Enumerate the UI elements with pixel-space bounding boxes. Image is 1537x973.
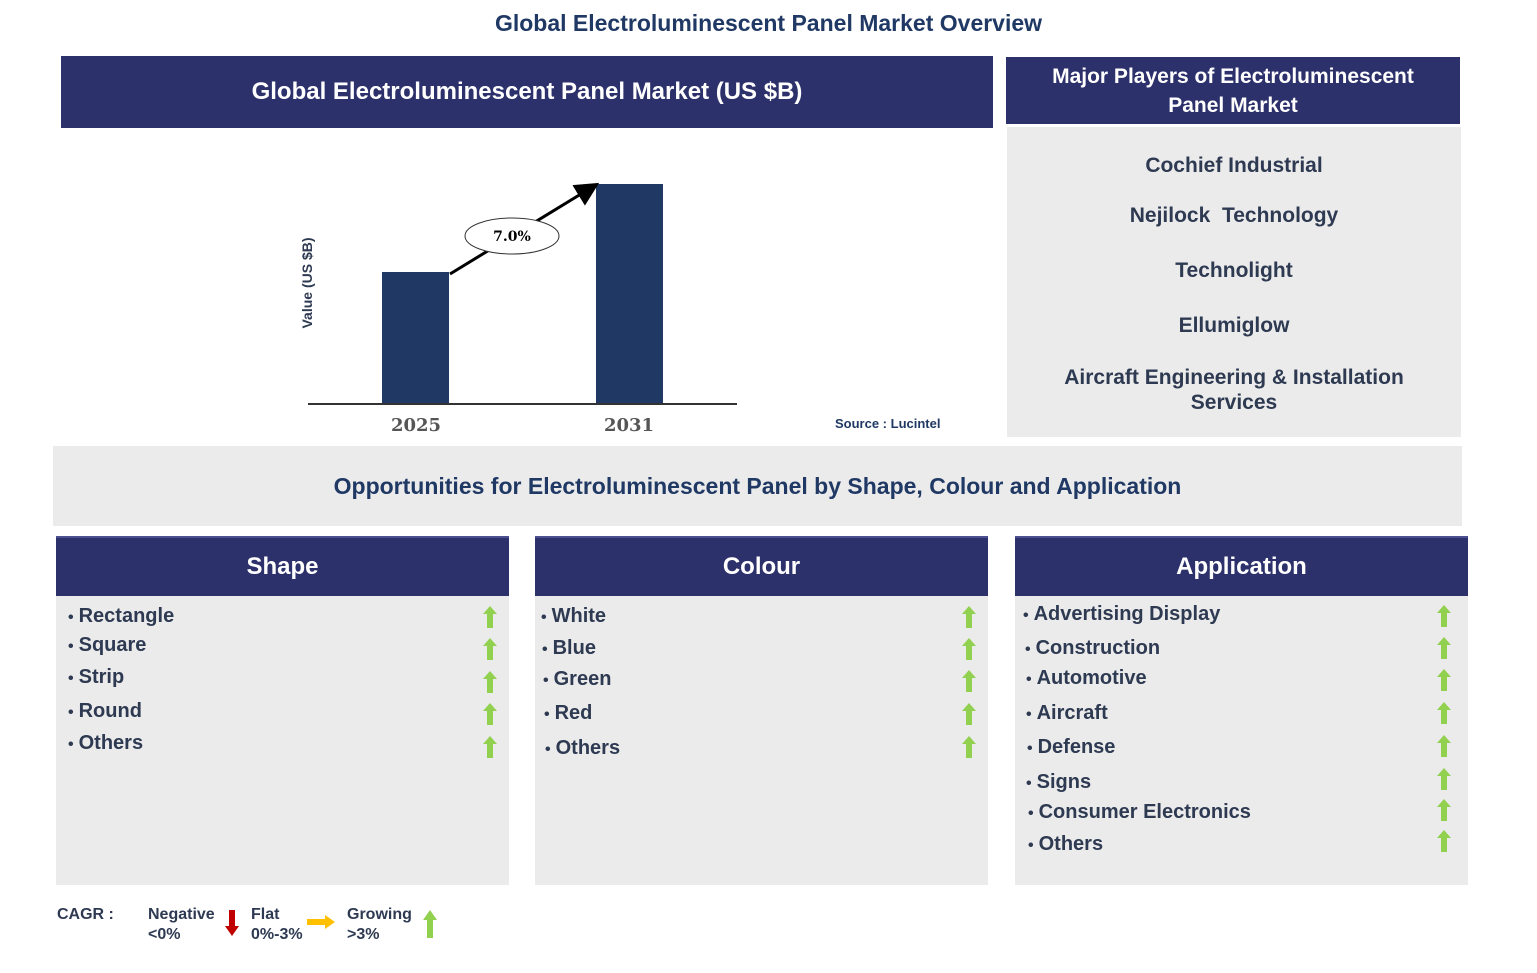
growing-arrow-icon: [1437, 605, 1451, 627]
growing-arrow-icon: [483, 736, 497, 758]
bar-2031: [596, 184, 663, 404]
players-title-line1: Major Players of Electroluminescent: [1052, 64, 1414, 88]
list-item: • Round: [68, 700, 142, 722]
list-item: • Defense: [1027, 736, 1116, 758]
list-item: • Red: [544, 702, 593, 724]
application-header: Application: [1015, 536, 1468, 596]
player-item: Ellumiglow: [1178, 314, 1290, 337]
growing-arrow-icon: [962, 670, 976, 692]
list-item: • Rectangle: [68, 605, 175, 627]
x-axis-line: [308, 403, 737, 405]
growing-arrow-icon: [962, 703, 976, 725]
growing-arrow-icon: [962, 638, 976, 660]
bar-2025: [382, 272, 449, 404]
flat-arrow-icon: [307, 915, 335, 929]
growing-arrow-icon: [483, 703, 497, 725]
list-item: • White: [541, 605, 607, 627]
market-chart: Value (US $B) 2025 2031 7.0%: [280, 170, 760, 440]
opportunities-title: Opportunities for Electroluminescent Pan…: [53, 446, 1462, 526]
colour-list: • White • Blue • Green • Red • Others: [535, 596, 988, 885]
players-list: Cochief Industrial Nejilock Technology T…: [1007, 127, 1461, 437]
page-title: Global Electroluminescent Panel Market O…: [494, 10, 1043, 36]
list-item: • Aircraft: [1026, 702, 1108, 724]
growing-arrow-icon: [483, 638, 497, 660]
legend-flat: Flat 0%-3%: [251, 906, 303, 943]
colour-header: Colour: [535, 536, 988, 596]
growing-arrow-icon: [1437, 799, 1451, 821]
growing-arrow-icon: [1437, 735, 1451, 757]
x-tick-2025: 2025: [390, 415, 442, 436]
growing-arrow-icon: [483, 671, 497, 693]
player-item: Cochief Industrial: [1145, 154, 1323, 177]
list-item: • Consumer Electronics: [1028, 801, 1251, 823]
growing-arrow-icon: [1437, 669, 1451, 691]
cagr-arrow-icon: [449, 182, 600, 276]
list-item: • Blue: [542, 637, 596, 659]
player-item-continued: Services: [1190, 391, 1278, 414]
legend-growing: Growing >3%: [347, 906, 412, 943]
growing-arrow-icon: [483, 606, 497, 628]
player-item: Aircraft Engineering & Installation: [1064, 366, 1404, 389]
list-item: • Green: [543, 668, 612, 690]
list-item: • Construction: [1025, 637, 1161, 659]
shape-list: • Rectangle • Square • Strip • Round • Others: [56, 596, 509, 885]
list-item: • Signs: [1026, 771, 1092, 793]
list-item: • Others: [1028, 833, 1104, 855]
growing-arrow-icon: [962, 736, 976, 758]
players-title-line2: Panel Market: [1168, 93, 1298, 117]
x-tick-2031: 2031: [603, 415, 655, 436]
list-item: • Advertising Display: [1023, 603, 1221, 625]
player-item: Nejilock Technology: [1129, 204, 1339, 227]
shape-header: Shape: [56, 536, 509, 596]
player-item: Technolight: [1175, 259, 1293, 282]
legend-label: CAGR :: [57, 906, 114, 923]
growing-arrow-icon: [1437, 637, 1451, 659]
list-item: • Others: [68, 732, 144, 754]
source-label: Source : Lucintel: [835, 416, 941, 431]
cagr-label: 7.0%: [493, 229, 531, 245]
growing-arrow-icon: [962, 606, 976, 628]
legend-negative: Negative <0%: [148, 906, 215, 943]
growing-arrow-icon: [1437, 830, 1451, 852]
growing-arrow-icon: [1437, 768, 1451, 790]
players-banner: Major Players of Electroluminescent Pane…: [1006, 57, 1460, 124]
negative-arrow-icon: [225, 910, 239, 936]
list-item: • Automotive: [1026, 667, 1147, 689]
list-item: • Square: [68, 634, 147, 656]
list-item: • Strip: [68, 666, 125, 688]
list-item: • Others: [545, 737, 621, 759]
application-list: • Advertising Display • Construction • Auto…: [1015, 596, 1468, 885]
market-banner: Global Electroluminescent Panel Market (…: [61, 56, 993, 128]
growing-arrow-icon: [423, 910, 437, 938]
growing-arrow-icon: [1437, 702, 1451, 724]
